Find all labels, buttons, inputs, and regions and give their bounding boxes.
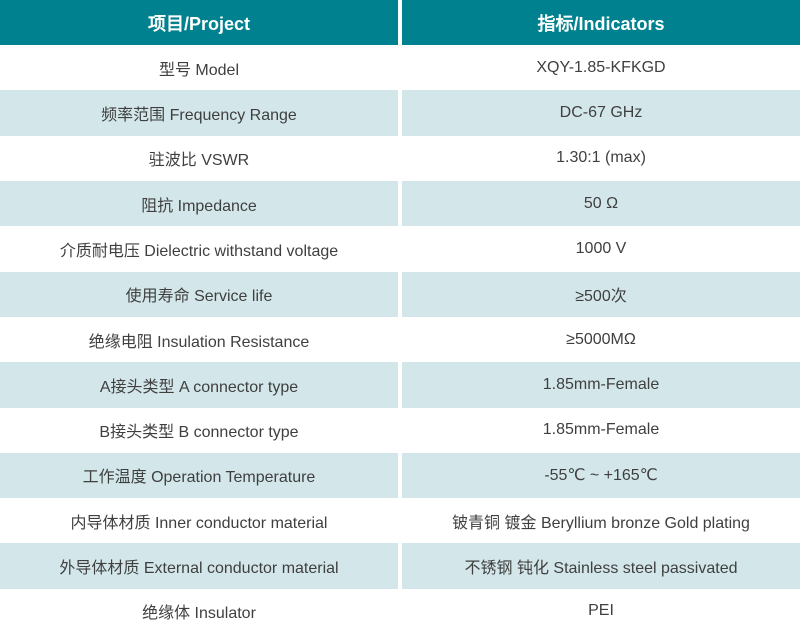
project-cell: 绝缘电阻 Insulation Resistance [0,316,398,363]
project-cell: 使用寿命 Service life [0,271,398,317]
indicators-cell: ≥5000MΩ [402,316,800,363]
indicators-cell: 1.85mm-Female [402,362,800,408]
table-body: 型号 Model XQY-1.85-KFKGD 频率范围 Frequency R… [0,45,800,634]
table-row: 型号 Model XQY-1.85-KFKGD [0,45,800,91]
table-header-row: 项目/Project 指标/Indicators [0,0,800,45]
indicators-cell: 1000 V [402,226,800,272]
indicators-cell: 1.30:1 (max) [402,135,800,181]
indicators-cell: DC-67 GHz [402,90,800,136]
indicators-cell: ≥500次 [402,271,800,317]
table-row: 绝缘体 Insulator PEI [0,588,800,634]
indicators-cell: 不锈钢 钝化 Stainless steel passivated [402,543,800,589]
indicators-cell: XQY-1.85-KFKGD [402,45,800,91]
project-cell: B接头类型 B connector type [0,407,398,453]
project-cell: A接头类型 A connector type [0,362,398,408]
table-row: 使用寿命 Service life ≥500次 [0,271,800,317]
table-row: 绝缘电阻 Insulation Resistance ≥5000MΩ [0,316,800,363]
indicators-cell: 铍青铜 镀金 Beryllium bronze Gold plating [402,498,800,544]
table-row: 介质耐电压 Dielectric withstand voltage 1000 … [0,226,800,272]
project-cell: 阻抗 Impedance [0,180,398,227]
table-row: B接头类型 B connector type 1.85mm-Female [0,407,800,453]
table-row: 频率范围 Frequency Range DC-67 GHz [0,90,800,136]
indicators-cell: 50 Ω [402,180,800,227]
project-cell: 工作温度 Operation Temperature [0,452,398,499]
project-cell: 介质耐电压 Dielectric withstand voltage [0,226,398,272]
indicators-cell: -55℃ ~ +165℃ [402,452,800,499]
table-row: 阻抗 Impedance 50 Ω [0,180,800,227]
header-indicators-cell: 指标/Indicators [402,0,800,45]
table-row: 外导体材质 External conductor material 不锈钢 钝化… [0,543,800,589]
indicators-cell: PEI [402,588,800,634]
table-row: 工作温度 Operation Temperature -55℃ ~ +165℃ [0,452,800,499]
project-cell: 外导体材质 External conductor material [0,543,398,589]
project-cell: 驻波比 VSWR [0,135,398,181]
table-row: 内导体材质 Inner conductor material 铍青铜 镀金 Be… [0,498,800,544]
header-project-cell: 项目/Project [0,0,398,45]
project-cell: 内导体材质 Inner conductor material [0,498,398,544]
project-cell: 型号 Model [0,45,398,91]
project-cell: 绝缘体 Insulator [0,588,398,634]
table-row: A接头类型 A connector type 1.85mm-Female [0,362,800,408]
indicators-cell: 1.85mm-Female [402,407,800,453]
project-cell: 频率范围 Frequency Range [0,90,398,136]
table-row: 驻波比 VSWR 1.30:1 (max) [0,135,800,181]
